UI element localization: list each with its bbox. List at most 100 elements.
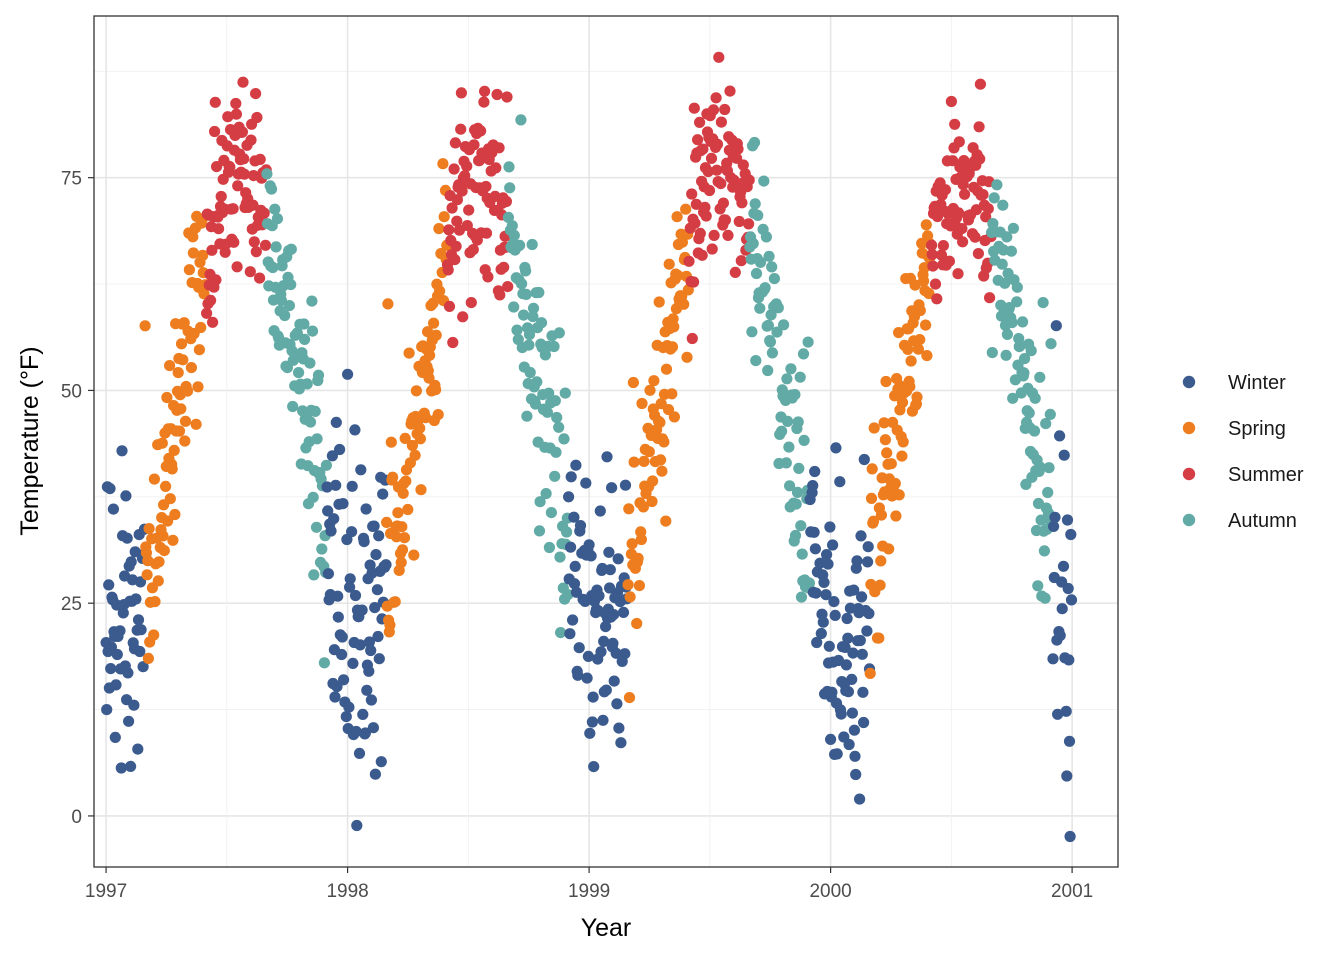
data-point-winter <box>856 648 868 660</box>
data-point-winter <box>373 530 385 542</box>
data-point-summer <box>215 190 227 203</box>
data-point-summer <box>237 76 249 88</box>
data-point-summer <box>254 272 266 284</box>
data-point-summer <box>451 215 463 227</box>
data-point-autumn <box>275 294 287 306</box>
data-point-winter <box>349 424 361 436</box>
data-point-spring <box>623 692 636 704</box>
data-point-winter <box>358 536 370 548</box>
data-point-winter <box>325 525 337 537</box>
data-point-spring <box>678 298 690 310</box>
data-point-spring <box>635 533 648 546</box>
data-point-winter <box>857 686 869 698</box>
data-point-winter <box>617 606 630 619</box>
data-point-spring <box>660 363 673 375</box>
data-point-summer <box>447 336 459 349</box>
data-point-winter <box>1062 582 1074 595</box>
data-point-spring <box>400 475 412 487</box>
data-point-autumn <box>551 411 563 424</box>
data-point-winter <box>861 625 873 637</box>
data-point-winter <box>115 762 127 774</box>
data-point-autumn <box>511 324 523 336</box>
data-point-autumn <box>1034 461 1046 473</box>
data-point-winter <box>377 488 389 500</box>
data-point-autumn <box>533 525 546 537</box>
data-point-autumn <box>287 400 299 413</box>
data-point-winter <box>612 553 624 565</box>
data-point-summer <box>206 244 218 256</box>
data-point-spring <box>162 515 174 527</box>
data-point-summer <box>935 249 948 261</box>
data-point-spring <box>409 449 421 461</box>
data-point-spring <box>879 434 892 446</box>
data-point-winter <box>1054 430 1066 442</box>
data-point-autumn <box>746 326 758 338</box>
data-point-spring <box>920 219 932 231</box>
data-point-autumn <box>523 339 535 351</box>
data-point-winter <box>811 636 823 649</box>
data-point-spring <box>633 580 646 592</box>
data-point-autumn <box>1001 231 1013 243</box>
data-point-winter <box>593 590 605 602</box>
data-point-summer <box>494 289 506 301</box>
data-point-spring <box>139 320 151 332</box>
data-point-spring <box>187 231 199 243</box>
data-point-spring <box>656 465 668 477</box>
data-point-autumn <box>1029 392 1041 404</box>
data-point-summer <box>719 214 732 226</box>
data-point-spring <box>181 385 194 397</box>
data-point-spring <box>387 471 399 483</box>
data-point-spring <box>864 667 876 680</box>
data-point-spring <box>914 304 926 317</box>
data-point-winter <box>116 445 128 457</box>
data-point-winter <box>344 581 356 593</box>
data-point-autumn <box>776 425 788 437</box>
data-point-spring <box>389 596 401 608</box>
data-point-autumn <box>747 237 759 250</box>
data-point-spring <box>190 418 202 430</box>
data-point-winter <box>354 639 366 651</box>
data-point-spring <box>918 275 930 287</box>
data-point-spring <box>168 444 180 456</box>
data-point-spring <box>636 397 648 410</box>
data-point-winter <box>338 674 350 686</box>
data-point-winter <box>1054 629 1066 642</box>
data-point-winter <box>380 559 392 571</box>
data-point-summer <box>949 118 961 130</box>
data-point-autumn <box>766 261 778 273</box>
data-point-winter <box>847 647 859 659</box>
data-point-autumn <box>508 229 520 241</box>
data-point-spring <box>671 211 683 223</box>
data-point-winter <box>597 714 609 726</box>
data-point-autumn <box>764 336 777 348</box>
data-point-winter <box>858 453 870 466</box>
data-point-summer <box>724 85 736 97</box>
data-point-winter <box>594 505 606 517</box>
data-point-autumn <box>771 326 783 338</box>
data-point-autumn <box>768 273 781 285</box>
data-point-summer <box>254 153 266 165</box>
data-point-winter <box>839 641 851 654</box>
data-point-spring <box>666 341 679 353</box>
data-point-winter <box>367 722 379 734</box>
data-point-spring <box>397 487 409 499</box>
data-point-winter <box>572 669 584 681</box>
data-point-autumn <box>549 470 561 482</box>
data-point-autumn <box>529 398 542 410</box>
data-point-autumn <box>789 529 802 542</box>
data-point-summer <box>201 307 213 319</box>
data-point-summer <box>953 207 965 219</box>
data-point-spring <box>885 458 897 470</box>
data-point-winter <box>340 711 352 723</box>
data-point-autumn <box>759 282 771 294</box>
data-point-summer <box>219 246 231 258</box>
data-point-spring <box>169 508 181 521</box>
data-point-winter <box>846 673 858 686</box>
data-point-winter <box>369 768 381 780</box>
data-point-spring <box>430 384 442 396</box>
data-point-winter <box>134 576 147 588</box>
data-point-autumn <box>523 329 536 341</box>
data-point-winter <box>608 675 620 687</box>
data-point-winter <box>606 482 618 494</box>
data-point-spring <box>653 296 665 308</box>
